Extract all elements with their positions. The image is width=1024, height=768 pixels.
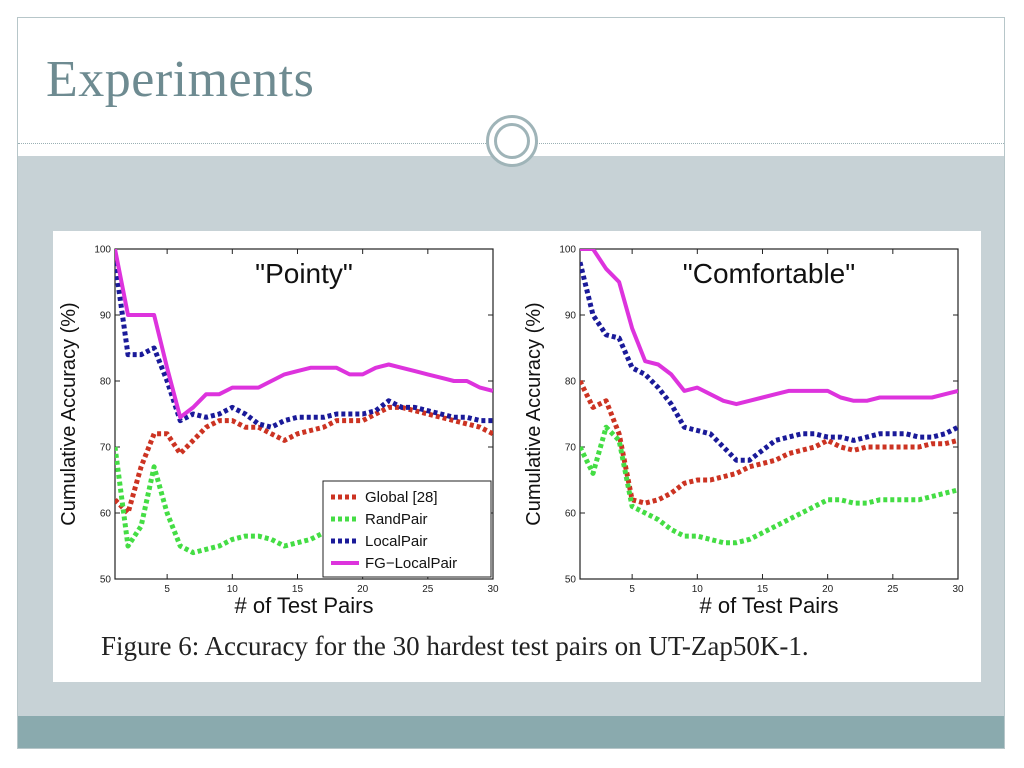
y-axis-label: Cumulative Accuracy (%): [58, 302, 80, 525]
legend-label-1: Global [28]: [365, 489, 438, 506]
series-line-2: [580, 424, 958, 546]
y-tick-label: 70: [100, 443, 112, 454]
x-tick-label: 25: [887, 584, 899, 595]
x-tick-label: 5: [629, 584, 635, 595]
figure-panel: 50 60 70 80 90 100 5 10 15 20 25 30 # of Test Pairs C…: [53, 231, 981, 682]
y-tick-label: 60: [565, 509, 577, 520]
series-line-4: [115, 249, 493, 420]
chart-2: 50 60 70 80 90 100 5 10 15 20 25 30 # of Test Pairs C…: [523, 245, 964, 619]
legend-label-2: RandPair: [365, 511, 428, 528]
chart-title: "Comfortable": [683, 258, 855, 289]
x-tick-label: 10: [227, 584, 239, 595]
x-axis-label: # of Test Pairs: [700, 593, 839, 618]
series-lines: [115, 249, 493, 556]
y-tick-label: 60: [100, 509, 112, 520]
y-tick-label: 90: [565, 311, 577, 322]
x-tick-label: 15: [757, 584, 769, 595]
y-tick-label: 100: [559, 245, 576, 256]
y-tick-label: 50: [565, 575, 577, 586]
legend-label-3: LocalPair: [365, 533, 428, 550]
y-tick-label: 50: [100, 575, 112, 586]
y-axis-label: Cumulative Accuracy (%): [523, 302, 545, 525]
slide-footer-bar: [18, 716, 1004, 748]
y-tick-label: 100: [94, 245, 111, 256]
x-tick-label: 25: [422, 584, 434, 595]
x-tick-label: 20: [822, 584, 834, 595]
legend: Global [28] RandPair LocalPair FG−LocalPair: [322, 480, 492, 578]
x-tick-label: 30: [952, 584, 964, 595]
y-tick-label: 70: [565, 443, 577, 454]
plot-area: [579, 248, 959, 580]
x-tick-label: 10: [692, 584, 704, 595]
series-line-2: [115, 446, 493, 556]
y-tick-label: 90: [100, 311, 112, 322]
chart-title: "Pointy": [255, 258, 353, 289]
series-lines: [580, 249, 958, 546]
series-line-1: [115, 404, 493, 516]
figure-caption: Figure 6: Accuracy for the 30 hardest te…: [101, 631, 809, 661]
x-tick-label: 15: [292, 584, 304, 595]
y-tick-label: 80: [100, 377, 112, 388]
x-tick-label: 20: [357, 584, 369, 595]
series-line-4: [580, 249, 958, 407]
y-tick-label: 80: [565, 377, 577, 388]
circle-ornament-icon: [486, 115, 538, 167]
legend-label-4: FG−LocalPair: [365, 555, 457, 572]
slide-title: Experiments: [46, 51, 315, 108]
x-axis-label: # of Test Pairs: [235, 593, 374, 618]
chart-1: 50 60 70 80 90 100 5 10 15 20 25 30 # of Test Pairs C…: [58, 245, 499, 619]
x-tick-label: 5: [164, 584, 170, 595]
x-tick-label: 30: [487, 584, 499, 595]
series-line-3: [580, 261, 958, 463]
figure-charts: 50 60 70 80 90 100 5 10 15 20 25 30 # of Test Pairs C…: [58, 245, 964, 619]
